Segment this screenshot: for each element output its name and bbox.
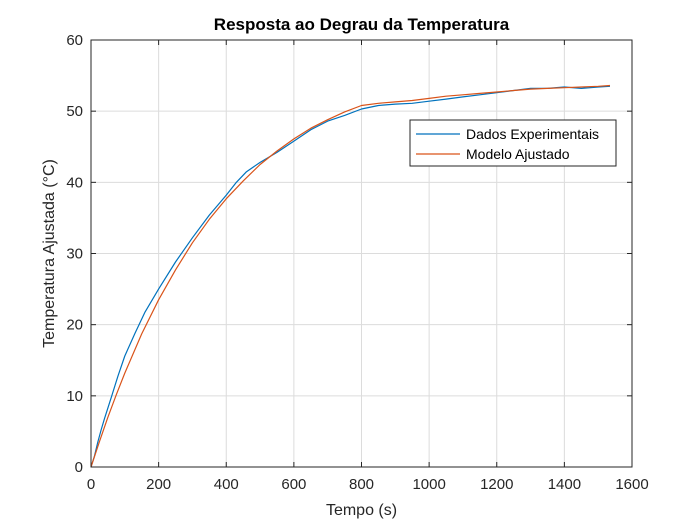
x-tick-label: 0	[87, 476, 95, 493]
series-line-2	[90, 84, 611, 468]
y-tick-label: 20	[66, 317, 83, 334]
x-tick-label: 400	[214, 476, 239, 493]
chart-title: Resposta ao Degrau da Temperatura	[214, 15, 510, 34]
x-axis-label: Tempo (s)	[326, 502, 397, 519]
legend-box	[409, 119, 617, 167]
axis-ticks	[90, 39, 633, 468]
y-tick-label: 30	[66, 246, 83, 263]
x-tick-label: 800	[349, 476, 374, 493]
y-tick-label: 10	[66, 388, 83, 405]
y-axis-label: Temperatura Ajustada (°C)	[41, 159, 58, 348]
legend-entry: Modelo Ajustado	[466, 146, 570, 162]
tick-labels: 0 200 400 600 800 1000 1200 1400 1600 0 10 20 30 40 50…	[66, 32, 648, 493]
y-tick-label: 40	[66, 174, 83, 191]
x-tick-label: 1200	[480, 476, 513, 493]
legend: Dados Experimentais Modelo Ajustado	[409, 119, 617, 167]
x-tick-label: 600	[281, 476, 306, 493]
series-lines	[90, 84, 611, 468]
x-tick-label: 1600	[615, 476, 648, 493]
x-tick-label: 1400	[548, 476, 581, 493]
legend-entry: Dados Experimentais	[466, 126, 599, 142]
y-tick-label: 0	[75, 459, 83, 476]
x-tick-label: 1000	[412, 476, 445, 493]
x-tick-label: 200	[146, 476, 171, 493]
y-tick-label: 60	[66, 32, 83, 49]
y-tick-label: 50	[66, 103, 83, 120]
